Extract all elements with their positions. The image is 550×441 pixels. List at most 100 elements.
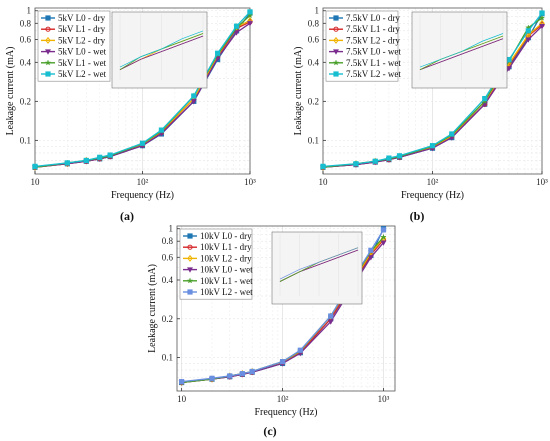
data-point <box>506 66 512 72</box>
legend-label: 7.5kV L0 - dry <box>346 13 400 23</box>
x-tick-label: 10 <box>31 177 41 187</box>
data-point <box>380 227 387 233</box>
y-tick-label: 1 <box>27 6 32 16</box>
y-tick-label: 1 <box>315 6 320 16</box>
legend-label: 5kV L0 - dry <box>58 13 106 23</box>
inset-frame <box>271 231 363 305</box>
y-tick-label: 0.8 <box>308 18 320 28</box>
legend-label: 5kV L2 - dry <box>58 35 106 45</box>
inset-series-line <box>119 30 204 68</box>
data-point <box>45 26 51 32</box>
inset-series-line <box>419 38 504 70</box>
data-point <box>179 379 185 385</box>
data-point <box>190 99 197 105</box>
inset-plot <box>271 231 363 305</box>
data-point <box>45 36 51 44</box>
data-point <box>191 93 197 99</box>
data-point <box>386 155 392 161</box>
chart-panel: 0.1 0.2 0.4 0.6 0.8 1 10 10² 10³ Frequency (Hz) Le… <box>293 6 548 223</box>
data-point <box>297 347 303 353</box>
data-point <box>333 15 339 21</box>
legend-label: 10kV L0 - wet <box>200 265 253 275</box>
data-point <box>249 368 255 375</box>
legend-label: 5kV L0 - wet <box>58 47 107 57</box>
legend-label: 5kV L1 - dry <box>58 24 106 34</box>
data-point <box>482 95 488 102</box>
y-tick-label: 0.1 <box>308 135 319 145</box>
data-point <box>380 240 387 246</box>
data-point <box>247 9 253 15</box>
data-point <box>372 158 378 164</box>
data-point <box>525 28 531 34</box>
data-point <box>320 163 326 169</box>
legend-label: 7.5kV L1 - dry <box>346 24 400 34</box>
y-axis-label: Leakage current (mA) <box>5 47 16 136</box>
data-point <box>45 49 51 55</box>
legend-box <box>179 228 253 300</box>
data-point <box>44 59 52 66</box>
y-tick-label: 0.4 <box>20 57 32 67</box>
legend-label: 7.5kV L0 - wet <box>346 47 401 57</box>
panel-label: (b) <box>410 209 425 223</box>
data-point <box>187 244 193 250</box>
x-tick-label: 10² <box>427 177 439 187</box>
data-point <box>187 267 193 273</box>
data-point <box>186 277 194 284</box>
legend-box <box>325 10 399 82</box>
data-series <box>32 9 253 169</box>
data-point <box>32 163 38 169</box>
data-point <box>139 140 146 146</box>
x-axis-label: Frequency (Hz) <box>401 190 464 201</box>
x-tick-label: 10 <box>177 394 187 404</box>
data-point <box>327 319 334 325</box>
data-point <box>333 26 339 32</box>
data-point <box>368 247 374 253</box>
y-tick-label: 0.8 <box>20 18 32 28</box>
chart-panel: 0.1 0.2 0.4 0.6 0.8 1 10 10² 10³ Frequency (Hz) Le… <box>5 6 256 223</box>
legend-label: 10kV L2 - wet <box>200 287 253 297</box>
x-tick-label: 10 <box>319 177 329 187</box>
legend-label: 10kV L2 - dry <box>200 253 252 263</box>
data-point <box>380 233 387 241</box>
y-axis-label: Leakage current (mA) <box>147 264 158 353</box>
chart-panel: 0.1 0.2 0.4 0.6 0.8 1 10 10² 10³ Frequency (Hz) Le… <box>147 224 396 438</box>
legend-label: 10kV L0 - dry <box>200 231 252 241</box>
data-point <box>209 375 215 381</box>
inset-frame <box>411 11 508 89</box>
data-point <box>64 160 70 166</box>
data-point <box>279 359 286 365</box>
data-point <box>506 56 512 63</box>
inset-series-line <box>119 35 204 70</box>
data-point <box>45 71 51 77</box>
data-point <box>525 37 532 43</box>
x-tick-label: 10³ <box>536 177 548 187</box>
x-tick-label: 10³ <box>378 394 390 404</box>
legend-label: 5kV L1 - wet <box>58 58 107 68</box>
x-tick-label: 10³ <box>244 177 256 187</box>
inset-plot <box>411 11 508 89</box>
data-point <box>367 255 374 261</box>
y-tick-label: 0.8 <box>162 236 174 246</box>
legend-label: 7.5kV L2 - dry <box>346 35 400 45</box>
data-point <box>233 23 240 29</box>
data-point <box>107 152 113 158</box>
data-point <box>45 15 51 21</box>
data-point <box>187 254 193 262</box>
data-point <box>239 371 245 377</box>
data-point <box>333 49 339 55</box>
x-tick-label: 10² <box>137 177 149 187</box>
data-point <box>83 157 89 164</box>
data-point <box>332 59 340 66</box>
panel-label: (c) <box>263 424 276 438</box>
y-tick-label: 0.6 <box>162 252 174 262</box>
x-tick-label: 10² <box>277 394 289 404</box>
inset-series-line <box>279 247 359 280</box>
y-tick-label: 0.4 <box>308 57 320 67</box>
data-point <box>328 313 334 319</box>
y-tick-label: 0.1 <box>20 135 31 145</box>
y-tick-label: 0.1 <box>162 353 173 363</box>
y-tick-label: 0.4 <box>162 275 174 285</box>
